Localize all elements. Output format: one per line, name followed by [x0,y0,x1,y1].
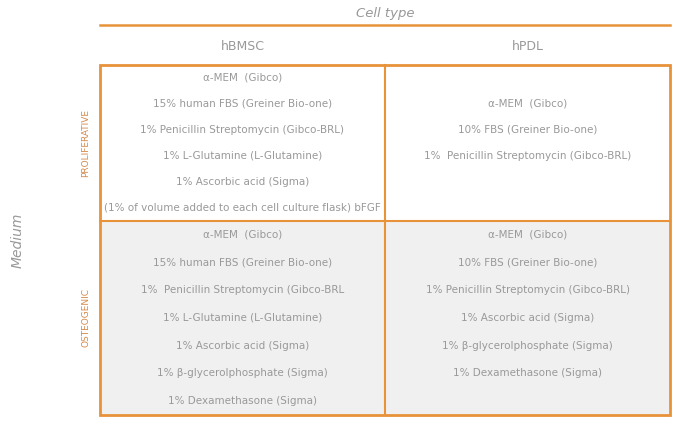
Text: 1% Ascorbic acid (Sigma): 1% Ascorbic acid (Sigma) [176,177,309,187]
Text: 1% β-glycerolphosphate (Sigma): 1% β-glycerolphosphate (Sigma) [157,369,328,378]
Text: Cell type: Cell type [356,6,414,19]
Text: 1%  Penicillin Streptomycin (Gibco-BRL): 1% Penicillin Streptomycin (Gibco-BRL) [424,151,631,161]
Bar [100,65,670,415]
Text: α-MEM  (Gibco): α-MEM (Gibco) [203,230,282,239]
Text: 15% human FBS (Greiner Bio-one): 15% human FBS (Greiner Bio-one) [153,257,332,267]
Text: 1% β-glycerolphosphate (Sigma): 1% β-glycerolphosphate (Sigma) [442,341,613,350]
Text: 1% Ascorbic acid (Sigma): 1% Ascorbic acid (Sigma) [176,341,309,350]
Text: 1% Penicillin Streptomycin (Gibco-BRL): 1% Penicillin Streptomycin (Gibco-BRL) [141,125,344,135]
Text: 15% human FBS (Greiner Bio-one): 15% human FBS (Greiner Bio-one) [153,99,332,109]
Text: OSTEOGENIC: OSTEOGENIC [82,288,91,347]
Text: α-MEM  (Gibco): α-MEM (Gibco) [203,73,282,83]
Text: (1% of volume added to each cell culture flask) bFGF: (1% of volume added to each cell culture… [104,202,381,213]
Text: 10% FBS (Greiner Bio-one): 10% FBS (Greiner Bio-one) [458,257,597,267]
Text: α-MEM  (Gibco): α-MEM (Gibco) [488,99,567,109]
Text: 1%  Penicillin Streptomycin (Gibco-BRL: 1% Penicillin Streptomycin (Gibco-BRL [141,285,344,295]
Text: 1% L-Glutamine (L-Glutamine): 1% L-Glutamine (L-Glutamine) [163,151,322,161]
Bar [100,221,670,415]
Text: 10% FBS (Greiner Bio-one): 10% FBS (Greiner Bio-one) [458,125,597,135]
Text: 1% Ascorbic acid (Sigma): 1% Ascorbic acid (Sigma) [461,313,594,323]
Text: hPDL: hPDL [512,40,543,54]
Text: hBMSC: hBMSC [221,40,264,54]
Text: α-MEM  (Gibco): α-MEM (Gibco) [488,230,567,239]
Bar [100,65,670,221]
Text: 1% Penicillin Streptomycin (Gibco-BRL): 1% Penicillin Streptomycin (Gibco-BRL) [425,285,629,295]
Text: Medium: Medium [11,212,25,268]
Text: 1% Dexamethasone (Sigma): 1% Dexamethasone (Sigma) [453,369,602,378]
Text: 1% Dexamethasone (Sigma): 1% Dexamethasone (Sigma) [168,396,317,406]
Text: PROLIFERATIVE: PROLIFERATIVE [82,109,91,177]
Text: 1% L-Glutamine (L-Glutamine): 1% L-Glutamine (L-Glutamine) [163,313,322,323]
